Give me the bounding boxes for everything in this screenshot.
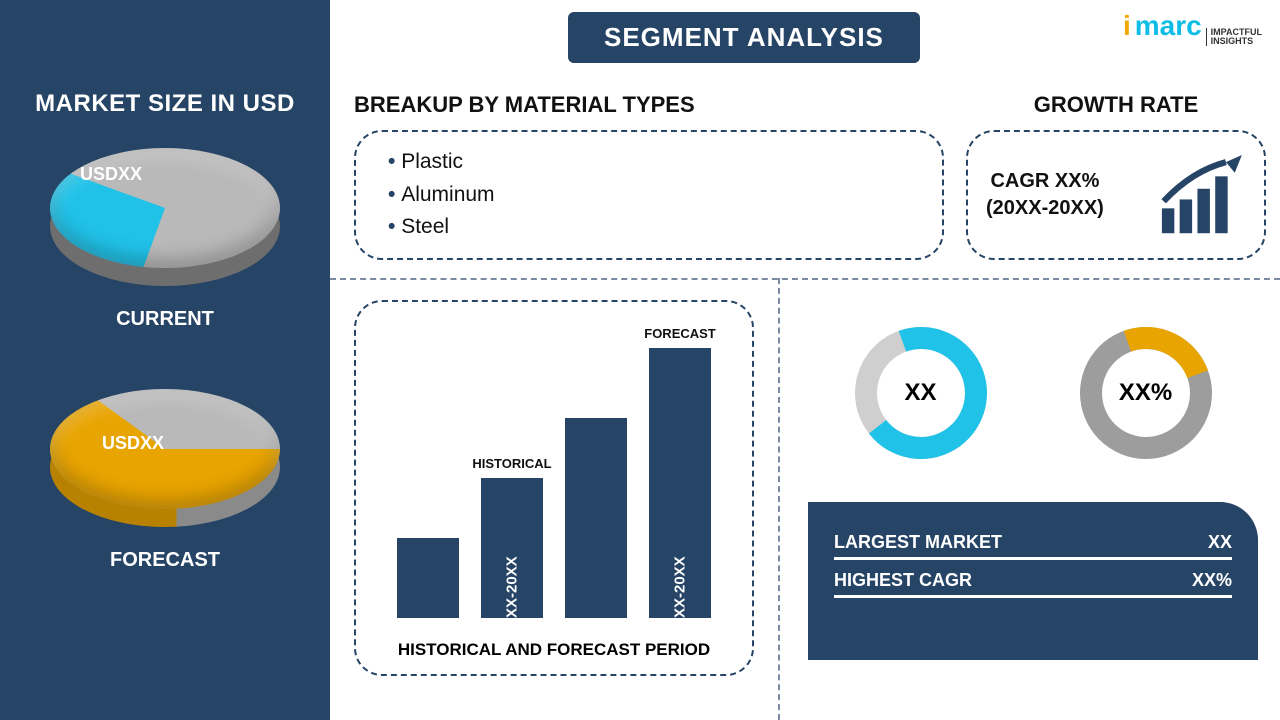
breakup-item: Aluminum — [388, 179, 910, 212]
donut-center-value: XX% — [1071, 318, 1221, 468]
left-panel: MARKET SIZE IN USD USDXX CURRENT USDXX F… — [0, 0, 330, 720]
growth-box: CAGR XX% (20XX-20XX) — [966, 130, 1266, 260]
stat-value: XX — [1208, 532, 1232, 553]
breakup-item: Steel — [388, 211, 910, 244]
stats-card: LARGEST MARKET XX HIGHEST CAGR XX% — [808, 502, 1258, 660]
historical-forecast-section: HISTORICAL20XX-20XXFORECAST20XX-20XX HIS… — [354, 300, 754, 676]
stat-label: HIGHEST CAGR — [834, 570, 972, 591]
segment-analysis-title: SEGMENT ANALYSIS — [568, 12, 920, 63]
breakup-section: BREAKUP BY MATERIAL TYPES PlasticAluminu… — [354, 92, 944, 260]
donut-center-value: XX — [846, 318, 996, 468]
bar — [565, 418, 627, 618]
growth-title: GROWTH RATE — [966, 92, 1266, 118]
bar — [397, 538, 459, 618]
bar-inner-label: 20XX-20XX — [504, 556, 521, 634]
historical-forecast-caption: HISTORICAL AND FORECAST PERIOD — [356, 640, 752, 660]
bar: HISTORICAL20XX-20XX — [481, 478, 543, 618]
breakup-list: PlasticAluminumSteel — [388, 146, 910, 244]
divider-vertical — [778, 278, 780, 720]
pie-current: USDXX — [50, 148, 280, 298]
pie-current-value: USDXX — [80, 164, 142, 185]
bar-chart: HISTORICAL20XX-20XX FORECAST20XX-20XX — [386, 322, 722, 618]
cagr-text: CAGR XX% (20XX-20XX) — [986, 168, 1104, 222]
main-area: SEGMENT ANALYSIS imarc IMPACTFULINSIGHTS… — [330, 0, 1280, 720]
imarc-logo: imarc IMPACTFULINSIGHTS — [1123, 10, 1262, 46]
growth-section: GROWTH RATE CAGR XX% (20XX-20XX) — [966, 92, 1266, 260]
donut-charts: XX XX% — [808, 318, 1258, 468]
donut-chart: XX% — [1071, 318, 1221, 468]
stat-row: HIGHEST CAGR XX% — [834, 560, 1232, 598]
stat-value: XX% — [1192, 570, 1232, 591]
breakup-item: Plastic — [388, 146, 910, 179]
donut-chart: XX — [846, 318, 996, 468]
bar-top-label: FORECAST — [644, 326, 716, 341]
divider-horizontal — [330, 278, 1280, 280]
pie-forecast-value: USDXX — [102, 433, 164, 454]
logo-tagline: IMPACTFULINSIGHTS — [1206, 28, 1262, 46]
pie-current-caption: CURRENT — [0, 308, 330, 331]
bar-inner-label: 20XX-20XX — [672, 556, 689, 634]
logo-i: i — [1123, 10, 1131, 42]
bar: FORECAST20XX-20XX — [649, 348, 711, 618]
stat-row: LARGEST MARKET XX — [834, 522, 1232, 560]
pie-forecast: USDXX — [50, 389, 280, 539]
historical-forecast-box: HISTORICAL20XX-20XXFORECAST20XX-20XX HIS… — [354, 300, 754, 676]
breakup-box: PlasticAluminumSteel — [354, 130, 944, 260]
breakup-title: BREAKUP BY MATERIAL TYPES — [354, 92, 944, 118]
market-size-title: MARKET SIZE IN USD — [0, 90, 330, 118]
pie-forecast-caption: FORECAST — [0, 549, 330, 572]
bar-top-label: HISTORICAL — [472, 456, 551, 471]
growth-chart-icon — [1156, 155, 1246, 235]
logo-marc: marc — [1135, 10, 1202, 42]
stat-label: LARGEST MARKET — [834, 532, 1002, 553]
